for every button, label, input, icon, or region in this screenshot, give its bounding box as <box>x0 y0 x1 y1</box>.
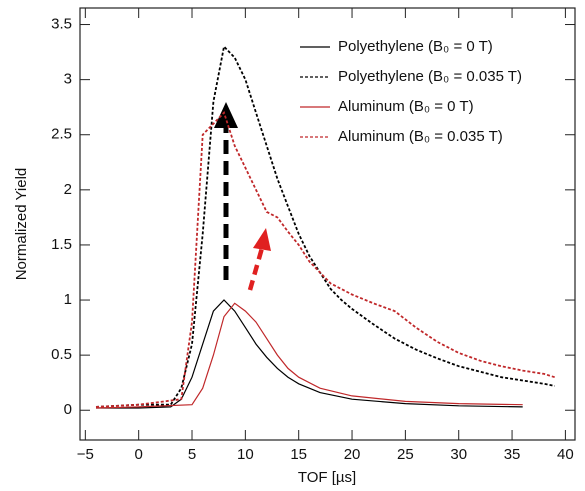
legend-label: Aluminum (B₀ = 0.035 T) <box>338 128 503 145</box>
series-line <box>96 299 523 409</box>
series-line <box>95 302 523 409</box>
series-line <box>95 110 555 408</box>
x-tick-label: 40 <box>557 446 574 463</box>
y-tick-label: 1 <box>64 291 72 308</box>
arrows <box>214 102 271 291</box>
y-tick-label: 0.5 <box>51 346 72 363</box>
legend-label: Polyethylene (B₀ = 0.035 T) <box>338 68 522 85</box>
red-arrow-shaft <box>247 247 265 291</box>
series-line <box>95 44 555 408</box>
x-tick-label: 25 <box>397 446 414 463</box>
x-tick-label: 0 <box>135 446 143 463</box>
plot-frame <box>79 7 576 441</box>
y-axis-label: Normalized Yield <box>13 168 30 281</box>
x-tick-label: 20 <box>344 446 361 463</box>
black-arrow-head <box>214 102 238 128</box>
legend-label: Polyethylene (B₀ = 0 T) <box>338 38 493 55</box>
legend-label: Aluminum (B₀ = 0 T) <box>338 98 474 115</box>
x-tick-label: 15 <box>290 446 307 463</box>
y-tick-label: 3.5 <box>51 15 72 32</box>
y-tick-label: 2.5 <box>51 126 72 143</box>
y-tick-label: 1.5 <box>51 236 72 253</box>
y-tick-label: 2 <box>64 181 72 198</box>
x-tick-label: 5 <box>188 446 196 463</box>
red-arrow-head <box>253 228 271 251</box>
x-tick-label: 30 <box>450 446 467 463</box>
x-axis-label: TOF [µs] <box>298 469 356 486</box>
y-tick-label: 0 <box>64 401 72 418</box>
y-tick-label: 3 <box>64 71 72 88</box>
x-tick-label: −5 <box>77 446 94 463</box>
x-tick-label: 10 <box>237 446 254 463</box>
x-tick-label: 35 <box>504 446 521 463</box>
